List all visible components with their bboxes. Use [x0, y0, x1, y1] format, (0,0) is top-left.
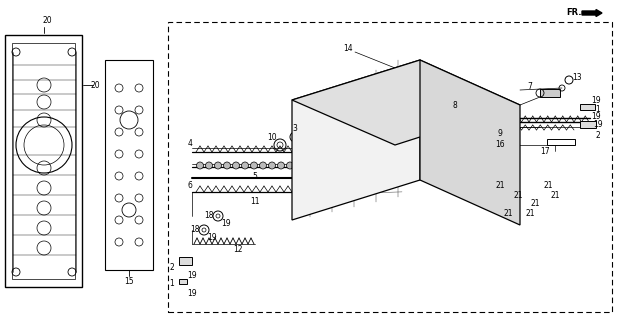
- Circle shape: [250, 162, 257, 169]
- Text: 20: 20: [42, 15, 52, 25]
- Text: 16: 16: [495, 140, 505, 148]
- Text: 19: 19: [591, 111, 601, 121]
- Text: 7: 7: [528, 82, 533, 91]
- Circle shape: [286, 162, 293, 169]
- Polygon shape: [292, 60, 520, 145]
- Text: 19: 19: [187, 289, 197, 298]
- Text: 3: 3: [293, 124, 298, 132]
- Circle shape: [296, 162, 303, 169]
- Circle shape: [278, 162, 285, 169]
- Circle shape: [223, 162, 231, 169]
- Bar: [12, 43, 75, 279]
- Text: 21: 21: [513, 190, 523, 199]
- Circle shape: [215, 162, 221, 169]
- Text: 5: 5: [252, 172, 257, 180]
- Text: 21: 21: [525, 209, 534, 218]
- Polygon shape: [292, 60, 420, 220]
- Circle shape: [232, 162, 239, 169]
- Text: 11: 11: [250, 196, 260, 205]
- Bar: [105, 60, 153, 270]
- Text: 8: 8: [453, 100, 458, 109]
- Circle shape: [268, 162, 275, 169]
- Text: 1: 1: [596, 105, 600, 114]
- Text: 19: 19: [221, 220, 231, 228]
- Bar: [580, 104, 595, 110]
- Circle shape: [260, 162, 267, 169]
- Text: 12: 12: [233, 245, 243, 254]
- Text: 19: 19: [207, 234, 217, 243]
- Text: 18: 18: [204, 212, 214, 220]
- Text: 15: 15: [124, 277, 134, 286]
- Bar: [540, 89, 560, 97]
- Text: 2: 2: [596, 131, 600, 140]
- Text: 21: 21: [503, 209, 513, 218]
- Bar: [5, 35, 82, 287]
- Text: 21: 21: [495, 180, 505, 189]
- Text: 19: 19: [591, 95, 601, 105]
- Text: 1: 1: [170, 278, 174, 287]
- Text: 14: 14: [343, 44, 353, 52]
- Text: 21: 21: [530, 198, 540, 207]
- Text: FR.: FR.: [566, 7, 582, 17]
- FancyArrow shape: [582, 10, 602, 17]
- Text: 9: 9: [498, 129, 502, 138]
- Text: 10: 10: [267, 132, 277, 141]
- Bar: [179, 257, 192, 265]
- Text: 21: 21: [550, 190, 560, 199]
- Polygon shape: [420, 60, 520, 225]
- Circle shape: [242, 162, 249, 169]
- Text: 2: 2: [170, 262, 174, 271]
- Text: 20: 20: [90, 81, 100, 90]
- Text: 19: 19: [187, 271, 197, 281]
- Bar: [547, 139, 575, 145]
- Text: 19: 19: [593, 119, 603, 129]
- Text: 13: 13: [572, 73, 582, 82]
- Text: 21: 21: [543, 180, 553, 189]
- Text: 6: 6: [188, 180, 192, 189]
- Bar: [179, 279, 187, 284]
- Circle shape: [197, 162, 203, 169]
- Bar: [580, 121, 596, 128]
- Text: 17: 17: [540, 147, 550, 156]
- Circle shape: [205, 162, 213, 169]
- Text: 4: 4: [188, 139, 192, 148]
- Text: 18: 18: [190, 226, 200, 235]
